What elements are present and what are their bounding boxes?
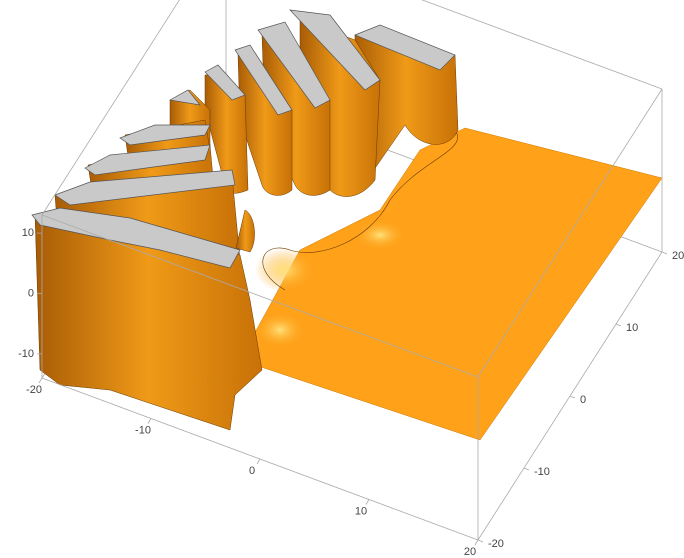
y-tick-label: 0: [580, 394, 586, 406]
x-tick-label: -10: [135, 424, 151, 436]
ridge-top: [31, 207, 241, 269]
z-tick-label: -10: [18, 348, 34, 360]
x-tick-label: -20: [26, 384, 42, 396]
ridge-top: [84, 144, 211, 176]
y-tick: [477, 539, 484, 543]
ridge-top: [257, 21, 331, 109]
contour: [262, 129, 458, 291]
ridge-wall: [261, 34, 331, 196]
z-tick-label: 0: [28, 287, 34, 299]
surface-highlight: [255, 248, 315, 292]
surface-highlight: [255, 312, 305, 348]
ridge-top: [168, 89, 201, 106]
y-tick: [569, 395, 576, 399]
ridge-top: [204, 64, 246, 101]
ridge-top: [234, 44, 293, 116]
axes: -20 -10 0 10 20 -20 -10 0 10 20 -10 0 10: [18, 0, 684, 558]
y-tick-label: 10: [626, 322, 638, 334]
box-edge: [41, 0, 180, 216]
ridge-wall: [237, 54, 293, 196]
box-edge: [421, 0, 663, 90]
ridge-top: [119, 124, 211, 146]
y-tick: [615, 323, 622, 327]
y-tick-label: -10: [534, 466, 550, 478]
box-edge: [41, 214, 479, 378]
ridge-top: [354, 24, 456, 71]
ridge-wall: [34, 214, 263, 431]
x-tick: [365, 499, 370, 505]
y-tick-label: 20: [672, 250, 684, 262]
x-tick: [256, 458, 261, 465]
ridge-wall: [235, 209, 255, 253]
x-tick-label: 20: [464, 546, 476, 558]
ridge-top: [54, 169, 236, 206]
y-tick-label: -20: [488, 538, 504, 550]
y-tick: [523, 467, 530, 471]
surface-highlight: [355, 220, 405, 250]
x-tick: [147, 418, 152, 424]
z-tick-label: 10: [22, 227, 34, 239]
box-edge: [477, 88, 663, 378]
x-tick-label: 0: [249, 465, 255, 477]
x-tick: [474, 539, 479, 546]
surface: [31, 9, 663, 441]
x-tick-label: 10: [355, 505, 367, 517]
ridge-top: [289, 9, 381, 91]
x-tick: [38, 377, 43, 384]
y-tick: [661, 251, 668, 255]
